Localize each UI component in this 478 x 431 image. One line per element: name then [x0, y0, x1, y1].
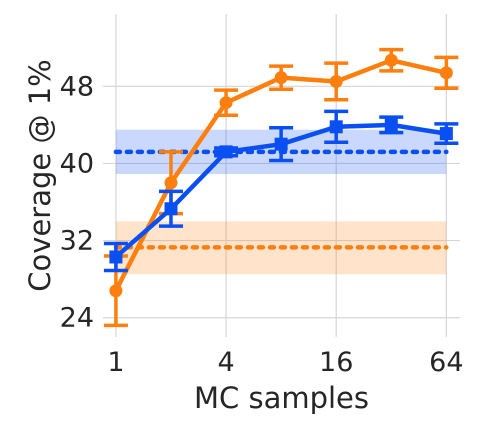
data-point	[439, 66, 453, 80]
data-point	[384, 118, 398, 132]
data-point	[329, 74, 343, 88]
data-point	[219, 145, 233, 159]
y-tick-label: 48	[60, 71, 94, 102]
x-tick-label: 4	[217, 347, 234, 378]
y-tick-label: 40	[60, 148, 94, 179]
data-point	[109, 284, 123, 298]
y-axis-label: Coverage @ 1%	[23, 59, 57, 291]
y-tick-label: 32	[60, 226, 94, 257]
data-point	[329, 120, 343, 134]
data-point	[274, 137, 288, 151]
data-point	[219, 96, 233, 110]
x-tick-label: 16	[319, 347, 353, 378]
data-series	[103, 47, 459, 328]
x-tick-label: 1	[107, 347, 124, 378]
series-1	[103, 109, 459, 273]
data-point	[384, 53, 398, 67]
data-point	[164, 202, 178, 216]
data-point	[439, 127, 453, 141]
data-point	[274, 71, 288, 85]
data-point	[164, 176, 178, 190]
y-tick-label: 24	[60, 303, 94, 334]
data-point	[109, 250, 123, 264]
x-axis-label: MC samples	[194, 381, 369, 415]
x-tick-label: 64	[429, 347, 463, 378]
tick-labels: 24 32 40 48 1 4 16 64	[60, 71, 464, 378]
